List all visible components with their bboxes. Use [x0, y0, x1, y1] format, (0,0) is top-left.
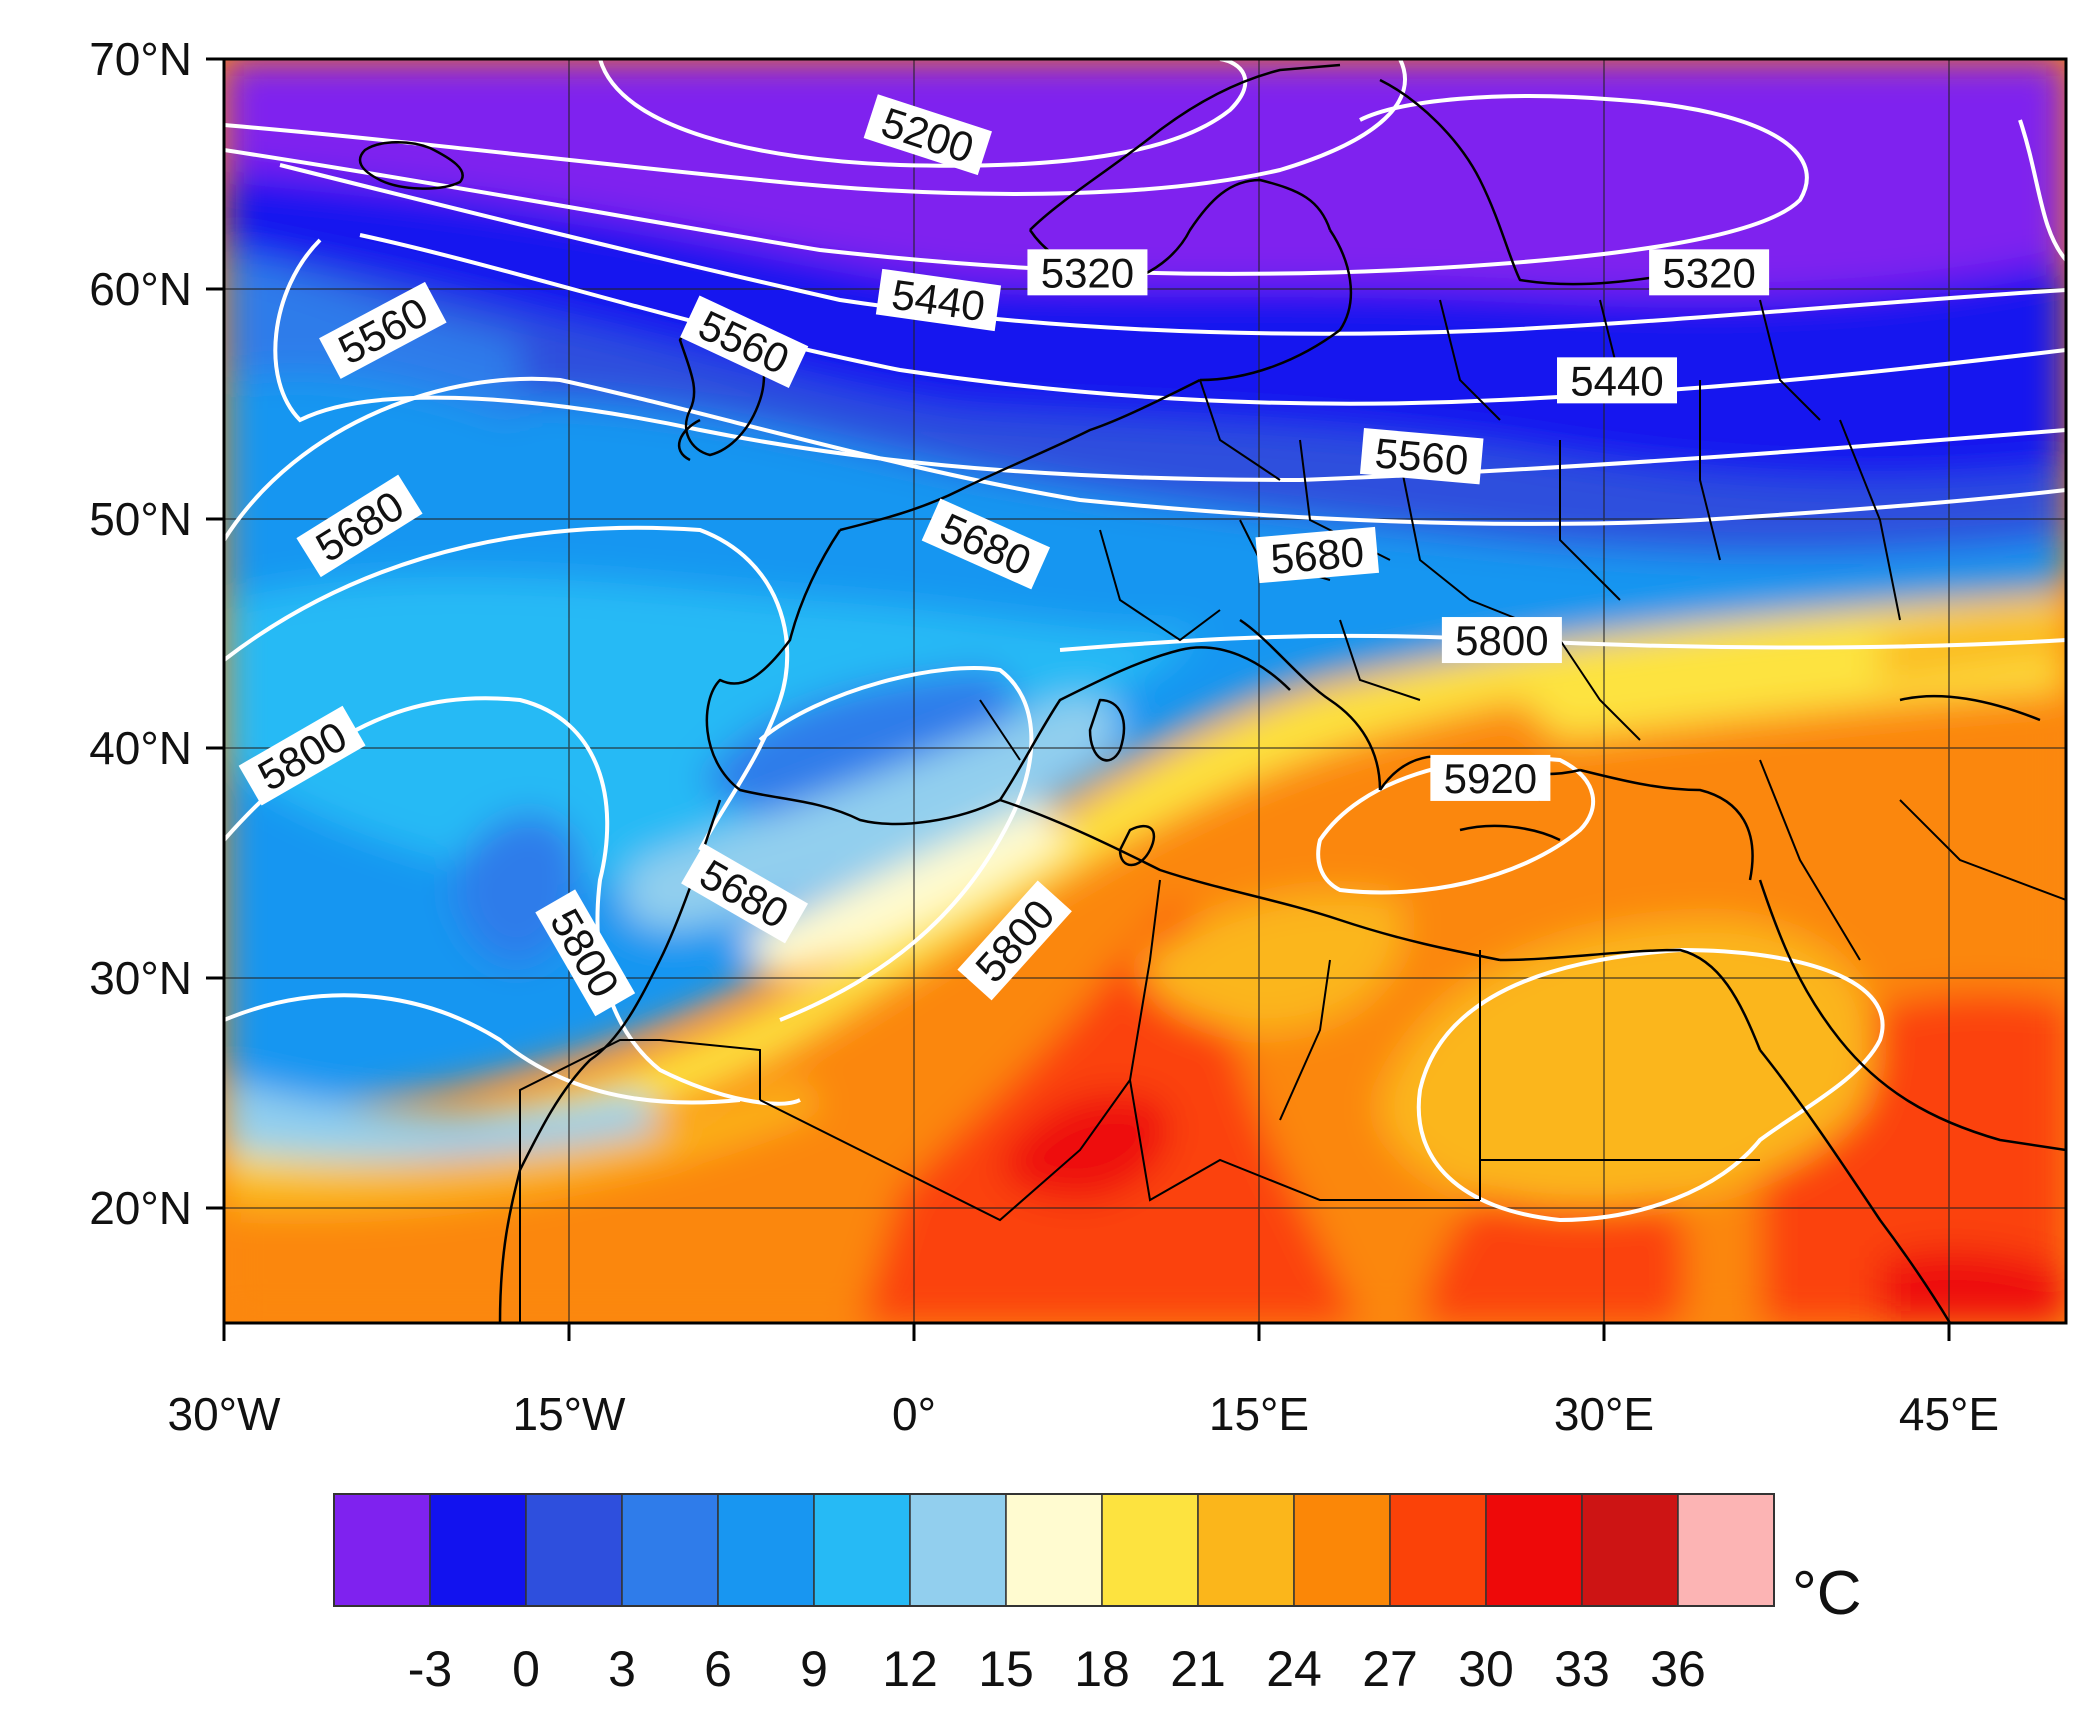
contour-label-background: [1027, 249, 1148, 296]
colorbar-swatch: [1485, 1493, 1583, 1607]
contour-label: 5440: [875, 268, 1002, 332]
contour-label-text: 5320: [1041, 249, 1134, 296]
colorbar-tick-label: 12: [882, 1641, 938, 1697]
colorbar-tick-label: 30: [1458, 1641, 1514, 1697]
lat-label: 50°N: [89, 493, 192, 545]
colorbar-swatch: [1293, 1493, 1391, 1607]
contour-label-background: [1255, 526, 1380, 584]
contour-label-background: [1430, 754, 1551, 801]
colorbar: -3 0 3 6 9 12 15 18 21 24 27 30 33 36 °C: [333, 1493, 1862, 1697]
contour-label: 5320: [1649, 249, 1770, 296]
colorbar-unit: °C: [1792, 1559, 1862, 1628]
colorbar-tick-label: 36: [1650, 1641, 1706, 1697]
contour-label-text: 5800: [1455, 617, 1548, 664]
lon-label: 0°: [892, 1388, 936, 1440]
colorbar-swatch: [1005, 1493, 1103, 1607]
lat-label: 40°N: [89, 722, 192, 774]
contour-label: 5440: [1557, 357, 1678, 404]
lon-label: 30°W: [168, 1388, 282, 1440]
colorbar-labels: -3 0 3 6 9 12 15 18 21 24 27 30 33 36: [408, 1641, 1706, 1697]
contour-label-text: 5560: [1373, 429, 1470, 484]
colorbar-tick-label: 6: [704, 1641, 732, 1697]
colorbar-swatch: [717, 1493, 815, 1607]
longitude-labels: 30°W 15°W 0° 15°E 30°E 45°E: [168, 1388, 2000, 1440]
colorbar-swatch: [1101, 1493, 1199, 1607]
contour-label-text: 5920: [1444, 755, 1537, 802]
colorbar-swatch: [1389, 1493, 1487, 1607]
contour-label-background: [238, 705, 366, 806]
latitude-labels: 70°N 60°N 50°N 40°N 30°N 20°N: [89, 33, 192, 1234]
lon-label: 45°E: [1899, 1388, 1999, 1440]
colorbar-tick-label: 33: [1554, 1641, 1610, 1697]
contour-label: 5560: [1359, 428, 1484, 485]
colorbar-tick-label: 18: [1074, 1641, 1130, 1697]
colorbar-swatch: [429, 1493, 527, 1607]
contour-label-text: 5440: [1570, 357, 1663, 404]
contour-label-text: 5320: [1662, 249, 1755, 296]
contour-label-background: [863, 94, 992, 176]
colorbar-frame: [333, 1493, 1775, 1607]
colorbar-tick-label: 21: [1170, 1641, 1226, 1697]
contour-label-background: [1557, 357, 1678, 404]
colorbar-swatch: [333, 1493, 431, 1607]
contour-label-background: [681, 843, 809, 944]
colorbar-swatch: [621, 1493, 719, 1607]
contour-label-background: [680, 295, 809, 388]
coastlines: [358, 63, 2066, 1323]
contour-label-background: [1359, 428, 1484, 485]
lat-label: 60°N: [89, 263, 192, 315]
contour-label: 5320: [1027, 249, 1148, 296]
contour-label: 5920: [1430, 754, 1551, 802]
colorbar-tick-label: 24: [1266, 1641, 1322, 1697]
lat-label: 20°N: [89, 1182, 192, 1234]
map-frame: [222, 57, 2068, 1325]
contour-label: 5680: [1255, 526, 1380, 584]
colorbar-swatch: [1677, 1493, 1775, 1607]
contour-label-background: [319, 281, 447, 379]
colorbar-swatch: [813, 1493, 911, 1607]
colorbar-tick-label: 15: [978, 1641, 1034, 1697]
colorbar-tick-label: -3: [408, 1641, 452, 1697]
colorbar-tick-label: 3: [608, 1641, 636, 1697]
colorbar-swatch: [1197, 1493, 1295, 1607]
contour-label: 5800: [1441, 617, 1562, 664]
contour-label-background: [296, 474, 423, 578]
colorbar-swatch: [1581, 1493, 1679, 1607]
contour-label-background: [921, 498, 1051, 590]
colorbar-swatches: [333, 1493, 1775, 1607]
lon-label: 15°E: [1209, 1388, 1309, 1440]
lon-label: 30°E: [1554, 1388, 1654, 1440]
axis-ticks: [206, 57, 1951, 1341]
colorbar-swatch: [525, 1493, 623, 1607]
contour-label-background: [1441, 617, 1562, 664]
contour-label-background: [1649, 249, 1770, 296]
contour-label-background: [875, 268, 1002, 332]
country-borders: [519, 299, 2066, 1323]
lat-label: 70°N: [89, 33, 192, 85]
colorbar-swatch: [909, 1493, 1007, 1607]
geopotential-contours: [224, 59, 2066, 1223]
contour-label-background: [957, 880, 1072, 1001]
contour-label-background: [535, 889, 636, 1017]
colorbar-tick-label: 27: [1362, 1641, 1418, 1697]
colorbar-tick-label: 9: [800, 1641, 828, 1697]
contour-label-text: 5680: [1269, 528, 1366, 583]
lat-label: 30°N: [89, 952, 192, 1004]
colorbar-tick-label: 0: [512, 1641, 540, 1697]
lon-label: 15°W: [513, 1388, 627, 1440]
